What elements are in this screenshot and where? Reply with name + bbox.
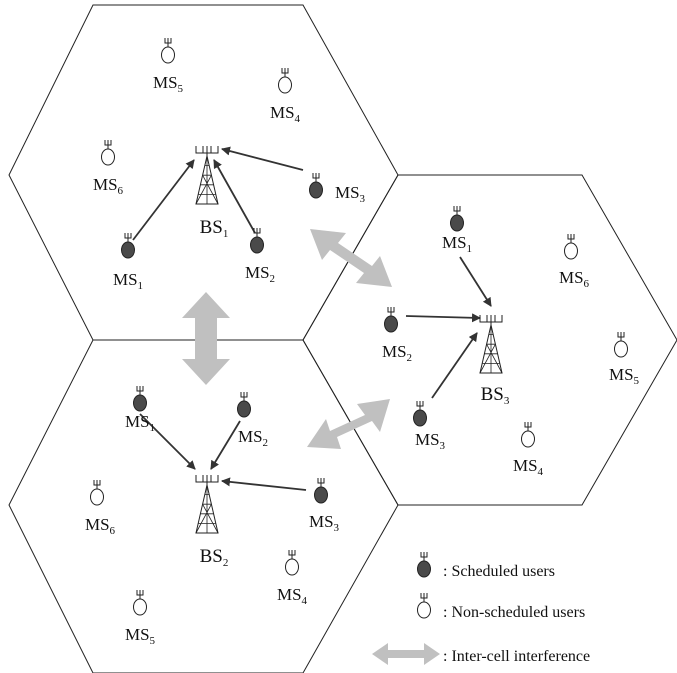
scheduled-user-icon xyxy=(413,409,427,427)
legend-non-scheduled-label: : Non-scheduled users xyxy=(443,604,585,621)
base-station-tower-icon xyxy=(195,146,219,205)
base-station-label: BS1 xyxy=(200,217,229,240)
link-cell3-ms1 xyxy=(459,256,492,307)
link-cell1-ms1 xyxy=(132,159,195,241)
link-cell1-ms2 xyxy=(213,159,256,234)
mobile-station-label: MS6 xyxy=(85,515,116,537)
mobile-station-label: MS5 xyxy=(609,365,640,387)
mobile-station-label: MS5 xyxy=(125,625,156,647)
mobile-station-5 xyxy=(161,38,175,64)
non-scheduled-user-icon xyxy=(161,46,175,64)
scheduled-user-icon xyxy=(450,214,464,232)
mobile-station-3 xyxy=(309,173,323,199)
non-scheduled-user-icon xyxy=(133,598,147,616)
cell-3: BS3 MS1 MS2 MS3 MS4 MS5 MS6 xyxy=(382,206,640,478)
base-station-tower-icon xyxy=(195,475,219,534)
mobile-station-label: MS3 xyxy=(335,183,366,205)
non-scheduled-user-icon xyxy=(90,488,104,506)
base-station-label: BS2 xyxy=(200,546,229,569)
mobile-station-4 xyxy=(521,422,535,448)
non-scheduled-user-icon xyxy=(521,430,535,448)
mobile-station-2 xyxy=(384,307,398,333)
mobile-station-3 xyxy=(314,478,328,504)
scheduled-user-icon xyxy=(314,486,328,504)
mobile-station-4 xyxy=(278,68,292,94)
mobile-station-label: MS1 xyxy=(113,270,143,292)
non-scheduled-user-icon xyxy=(417,601,431,619)
mobile-station-5 xyxy=(133,590,147,616)
mobile-station-label: MS6 xyxy=(93,175,124,197)
non-scheduled-user-icon xyxy=(285,558,299,576)
legend-scheduled-user-icon xyxy=(417,552,431,578)
cell-1: BS1 MS1 MS2 MS3 MS4 MS5 MS6 xyxy=(93,38,366,292)
cell-2: BS2 MS1 MS2 MS3 MS4 MS5 MS6 xyxy=(85,386,340,647)
scheduled-user-icon xyxy=(133,394,147,412)
mobile-station-6 xyxy=(101,140,115,166)
legend-non-scheduled-user-icon xyxy=(417,593,431,619)
mobile-station-1 xyxy=(121,233,135,259)
mobile-station-1 xyxy=(133,386,147,412)
interference-arrow-cell1-cell2 xyxy=(182,292,230,385)
mobile-station-2 xyxy=(237,392,251,418)
base-station-label: BS3 xyxy=(481,384,510,407)
mobile-station-1 xyxy=(450,206,464,232)
link-cell2-ms3 xyxy=(221,477,307,491)
scheduled-user-icon xyxy=(384,315,398,333)
mobile-station-label: MS3 xyxy=(415,430,446,452)
mobile-station-label: MS3 xyxy=(309,512,340,534)
mobile-station-label: MS2 xyxy=(238,427,268,449)
cell-3-hexagon xyxy=(302,174,677,506)
mobile-station-3 xyxy=(413,401,427,427)
link-cell3-ms2 xyxy=(405,313,481,323)
mobile-station-label: MS4 xyxy=(277,585,308,607)
mobile-station-label: MS2 xyxy=(245,263,275,285)
mobile-station-label: MS6 xyxy=(559,268,590,290)
link-cell2-ms2 xyxy=(210,420,241,470)
mobile-station-4 xyxy=(285,550,299,576)
non-scheduled-user-icon xyxy=(101,148,115,166)
mobile-station-6 xyxy=(564,234,578,260)
scheduled-user-icon xyxy=(250,236,264,254)
scheduled-user-icon xyxy=(121,241,135,259)
scheduled-user-icon xyxy=(417,560,431,578)
mobile-station-label: MS4 xyxy=(513,456,544,478)
mobile-station-6 xyxy=(90,480,104,506)
legend-interference-arrow xyxy=(372,643,440,665)
interference-arrow-cell1-cell3 xyxy=(310,229,392,287)
non-scheduled-user-icon xyxy=(614,340,628,358)
mobile-station-label: MS4 xyxy=(270,103,301,125)
mobile-station-label: MS1 xyxy=(442,233,472,255)
link-cell2-ms1 xyxy=(139,413,196,470)
link-cell3-ms3 xyxy=(431,332,478,399)
non-scheduled-user-icon xyxy=(278,76,292,94)
interference-arrow-cell2-cell3 xyxy=(307,399,390,449)
mobile-station-5 xyxy=(614,332,628,358)
base-station-tower-icon xyxy=(479,315,503,374)
mobile-station-2 xyxy=(250,228,264,254)
link-cell1-ms3 xyxy=(221,146,304,171)
legend-interference-label: : Inter-cell interference xyxy=(443,648,590,665)
mobile-station-label: MS2 xyxy=(382,342,412,364)
scheduled-user-icon xyxy=(309,181,323,199)
scheduled-user-icon xyxy=(237,400,251,418)
mobile-station-label: MS1 xyxy=(125,412,155,434)
non-scheduled-user-icon xyxy=(564,242,578,260)
legend-scheduled-label: : Scheduled users xyxy=(443,563,555,580)
mobile-station-label: MS5 xyxy=(153,73,184,95)
